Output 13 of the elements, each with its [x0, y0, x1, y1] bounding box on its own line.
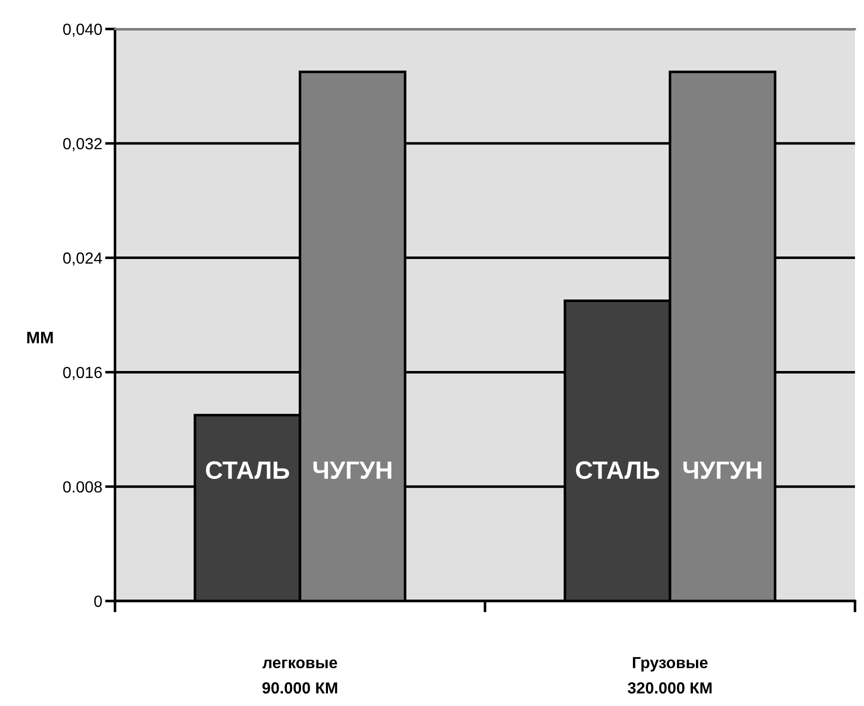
y-tick-label: 0,024: [63, 252, 102, 266]
text: СТАЛЬ: [206, 461, 290, 480]
y-tick-label: 0: [94, 596, 102, 607]
series-label: СТАЛЬ: [576, 461, 660, 480]
y-axis-title: ММ: [27, 332, 53, 344]
text: ЧУГУН: [313, 462, 392, 480]
x-tick-label: легковые 90.000 КМ: [262, 660, 338, 694]
y-tick-label: 0,032: [63, 138, 102, 152]
y-tick-label: 0.008: [63, 481, 102, 493]
y-tick-label: 0,040: [63, 24, 102, 37]
x-tick-label: Грузовые 320.000 КМ: [628, 657, 712, 694]
y-tick-label: 0,016: [63, 366, 102, 380]
series-label: ЧУГУН: [683, 462, 762, 480]
